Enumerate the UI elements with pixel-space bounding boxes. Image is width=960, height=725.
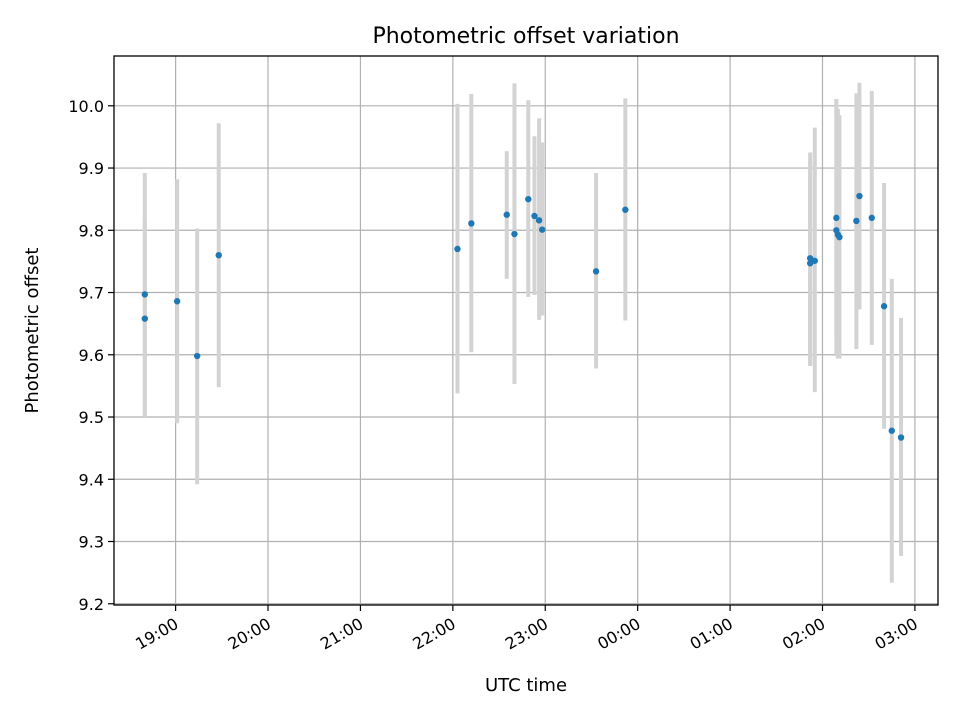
data-point [141, 315, 149, 322]
point-layer [141, 192, 905, 441]
x-tick-label: 21:00 [317, 614, 366, 654]
plot-frame [113, 55, 939, 606]
x-tick-label: 03:00 [871, 614, 920, 654]
data-point [868, 214, 875, 222]
data-point [173, 298, 181, 305]
data-point [811, 257, 818, 264]
x-tick-label: 19:00 [132, 614, 181, 654]
y-tick-label: 9.9 [79, 159, 104, 178]
y-tick-label: 9.8 [79, 221, 104, 240]
x-tick-label: 02:00 [779, 614, 828, 654]
y-tick-label: 9.2 [79, 595, 104, 614]
data-point [880, 303, 888, 310]
y-tick-label: 10.0 [68, 97, 104, 116]
x-tick-label: 00:00 [594, 614, 643, 654]
data-point [897, 434, 905, 441]
x-axis-label: UTC time [485, 675, 567, 696]
data-point [193, 352, 201, 360]
y-tick-label: 9.3 [79, 533, 104, 552]
x-tick-label: 01:00 [687, 614, 736, 654]
data-point [468, 220, 475, 227]
errorbar-layer [142, 82, 904, 583]
y-tick-label: 9.7 [79, 284, 104, 303]
x-tick-label: 22:00 [409, 614, 458, 654]
data-point [454, 245, 461, 253]
chart-title: Photometric offset variation [372, 24, 679, 49]
data-point [141, 291, 149, 298]
data-point [592, 268, 600, 275]
data-point [511, 230, 518, 238]
data-point [622, 206, 629, 213]
y-tick-label: 9.6 [79, 346, 104, 365]
x-tick-label: 23:00 [502, 614, 551, 654]
y-axis-label: Photometric offset [22, 248, 43, 414]
data-point [836, 233, 843, 241]
data-point [833, 214, 840, 222]
data-point [503, 211, 510, 218]
y-tick-label: 9.4 [79, 470, 104, 489]
x-tick-label: 20:00 [225, 614, 274, 654]
data-point [888, 427, 895, 434]
data-point [538, 226, 546, 233]
data-point [853, 217, 860, 225]
data-point [856, 192, 863, 200]
data-point [531, 212, 538, 220]
grid-layer [114, 56, 938, 605]
data-point [215, 251, 222, 259]
y-tick-label: 9.5 [79, 408, 104, 427]
data-point [525, 195, 532, 203]
data-point [535, 217, 543, 224]
